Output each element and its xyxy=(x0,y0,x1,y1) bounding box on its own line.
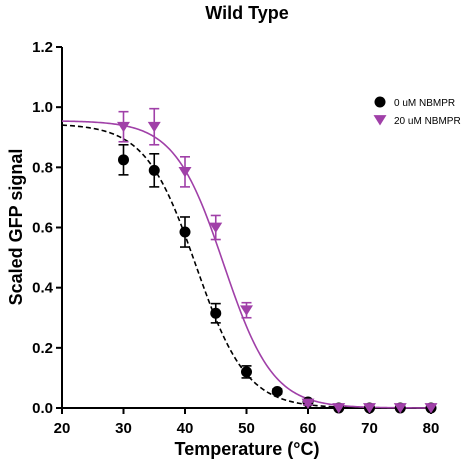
data-point-s0 xyxy=(148,164,160,176)
legend: 0 uM NBMPR 20 uM NBMPR xyxy=(373,96,461,127)
x-tick-label: 50 xyxy=(238,420,255,437)
data-point-s1 xyxy=(209,222,223,234)
y-tick-label: 0.4 xyxy=(32,280,54,297)
fit-curves xyxy=(61,120,432,409)
legend-label-1: 20 uM NBMPR xyxy=(394,116,461,127)
data-point-s1 xyxy=(363,403,376,414)
x-tick-label: 80 xyxy=(423,420,440,437)
x-tick-label: 70 xyxy=(361,420,378,437)
data-point-s1 xyxy=(424,403,438,414)
fit-curve-1 xyxy=(61,120,432,409)
y-tick-label: 1.0 xyxy=(32,99,53,116)
y-tick-label: 1.2 xyxy=(32,39,53,56)
data-point-s1 xyxy=(147,121,161,133)
legend-label-0: 0 uM NBMPR xyxy=(394,98,455,109)
x-tick-label: 30 xyxy=(115,420,132,437)
y-tick-label: 0.8 xyxy=(32,159,53,176)
legend-marker-1 xyxy=(373,115,387,126)
chart-title: Wild Type xyxy=(205,3,289,23)
legend-marker-0 xyxy=(374,96,386,108)
data-point-s0 xyxy=(241,366,252,378)
data-point-s1 xyxy=(332,403,346,414)
y-tick-label: 0.0 xyxy=(32,400,53,417)
data-point-s0 xyxy=(210,307,222,319)
x-axis-label: Temperature (°C) xyxy=(175,439,320,459)
axes: 0.0 0.2 0.4 0.6 0.8 1.0 1.2 20 30 40 50 60 70 80 xyxy=(32,39,439,437)
data-point-s1 xyxy=(301,398,315,410)
x-tick-label: 60 xyxy=(300,420,317,437)
data-point-s1 xyxy=(178,166,192,178)
data-point-s1 xyxy=(240,305,253,316)
data-point-s1 xyxy=(117,121,130,133)
x-tick-label: 40 xyxy=(177,420,194,437)
y-tick-label: 0.6 xyxy=(32,220,53,237)
y-axis-label: Scaled GFP signal xyxy=(6,149,26,306)
data-point-s0 xyxy=(179,226,191,238)
x-tick-label: 20 xyxy=(54,420,71,437)
data-point-s1 xyxy=(393,403,407,414)
y-tick-label: 0.2 xyxy=(32,340,53,357)
data-point-s0 xyxy=(271,385,283,397)
data-point-s0 xyxy=(118,154,129,166)
data-points xyxy=(117,107,438,414)
